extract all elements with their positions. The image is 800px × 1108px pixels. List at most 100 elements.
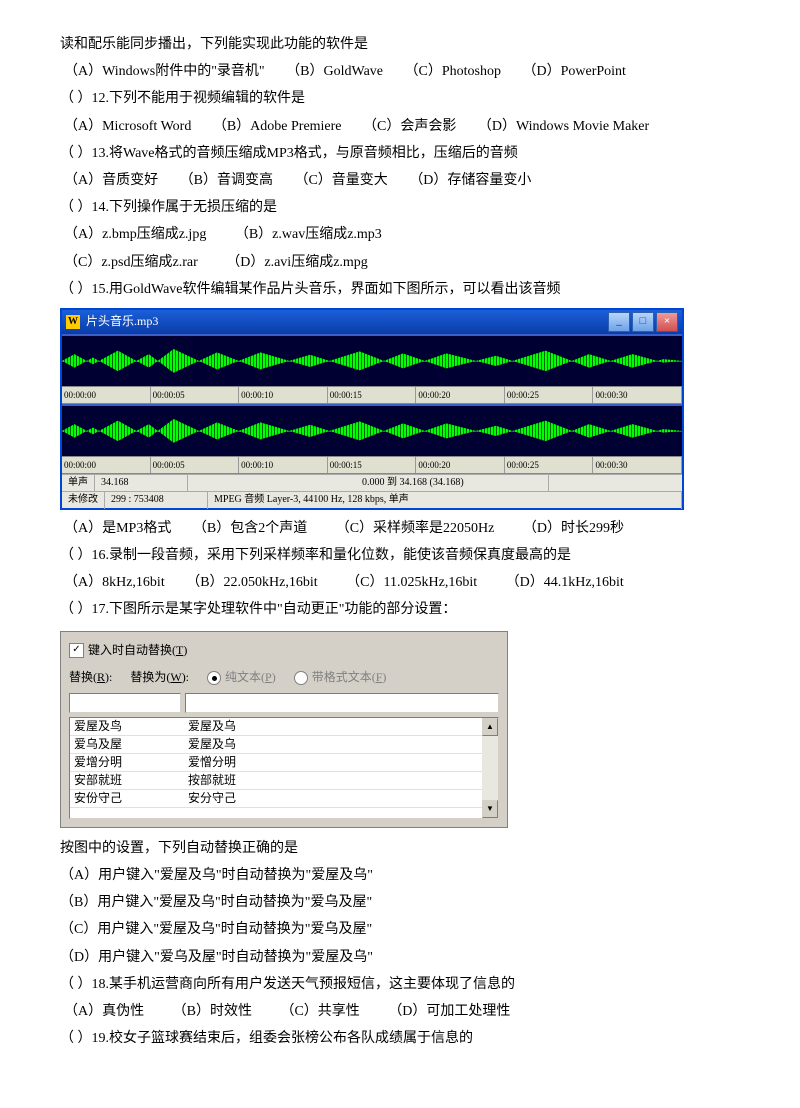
waveform-channel-2[interactable] <box>62 404 682 456</box>
time-label: 00:00:15 <box>328 457 417 473</box>
q11-opt-a: （A）Windows附件中的"录音机" <box>64 64 265 79</box>
waveform-channel-1[interactable] <box>62 334 682 386</box>
waveform-data <box>62 414 682 448</box>
waveform-data <box>62 344 682 378</box>
row-source: 安份守己 <box>70 788 184 810</box>
column-headers: 替换(R): 替换为(W): 纯文本(P) 带格式文本(F) <box>69 667 499 689</box>
q12-opt-c: （C）会声会影 <box>363 119 456 134</box>
time-label: 00:00:25 <box>505 457 594 473</box>
radio-plaintext-icon <box>207 671 221 685</box>
q18-opt-c: （C）共享性 <box>280 1004 359 1019</box>
maximize-button[interactable]: □ <box>632 312 654 332</box>
scroll-up-button[interactable]: ▲ <box>482 718 498 736</box>
intro-text: 读和配乐能同步播出，下列能实现此功能的软件是 <box>60 32 740 57</box>
q13-text: （ ）13.将Wave格式的音频压缩成MP3格式，与原音频相比，压缩后的音频 <box>60 141 740 166</box>
q16-opt-d: （D）44.1kHz,16bit <box>506 575 624 590</box>
q14-text: （ ）14.下列操作属于无损压缩的是 <box>60 195 740 220</box>
status-length: 34.168 <box>95 474 188 492</box>
scrollbar[interactable]: ▲ ▼ <box>482 718 498 818</box>
radio-formatted-label: 带格式文本(F) <box>312 667 387 689</box>
time-label: 00:00:20 <box>416 387 505 403</box>
scroll-track[interactable] <box>482 736 498 800</box>
document-page: 读和配乐能同步播出，下列能实现此功能的软件是 （A）Windows附件中的"录音… <box>0 0 800 1108</box>
q14-opt-a: （A）z.bmp压缩成z.jpg <box>64 227 206 242</box>
q13-opt-d: （D）存储容量变小 <box>409 173 531 188</box>
time-label: 00:00:20 <box>416 457 505 473</box>
replace-with-input[interactable] <box>185 693 499 713</box>
q17-post-text: 按图中的设置，下列自动替换正确的是 <box>60 836 740 861</box>
q14-opt-d: （D）z.avi压缩成z.mpg <box>226 255 368 270</box>
q18-opt-b: （B）时效性 <box>173 1004 252 1019</box>
goldwave-status-row1: 单声 34.168 0.000 到 34.168 (34.168) <box>62 474 682 491</box>
replace-label: 替换(R): <box>69 667 112 689</box>
goldwave-title: 片头音乐.mp3 <box>86 311 606 333</box>
status-channel: 单声 <box>62 474 95 492</box>
q15-options: （A）是MP3格式 （B）包含2个声道 （C）采样频率是22050Hz （D）时… <box>60 516 740 541</box>
q12-opt-d: （D）Windows Movie Maker <box>478 119 649 134</box>
time-label: 00:00:25 <box>505 387 594 403</box>
q12-text: （ ）12.下列不能用于视频编辑的软件是 <box>60 86 740 111</box>
q13-options: （A）音质变好 （B）音调变高 （C）音量变大 （D）存储容量变小 <box>60 168 740 193</box>
radio-plaintext: 纯文本(P) <box>207 667 276 689</box>
q15-text: （ ）15.用GoldWave软件编辑某作品片头音乐，界面如下图所示，可以看出该… <box>60 277 740 302</box>
q12-opt-b: （B）Adobe Premiere <box>213 119 342 134</box>
time-label: 00:00:05 <box>151 457 240 473</box>
q12-options: （A）Microsoft Word （B）Adobe Premiere （C）会… <box>60 114 740 139</box>
q13-opt-b: （B）音调变高 <box>180 173 273 188</box>
scroll-down-button[interactable]: ▼ <box>482 800 498 818</box>
q17-text: （ ）17.下图所示是某字处理软件中"自动更正"功能的部分设置： <box>60 597 740 622</box>
q17-opt-b: （B）用户键入"爱屋及乌"时自动替换为"爱乌及屋" <box>60 890 740 915</box>
time-ruler-1: 00:00:00 00:00:05 00:00:10 00:00:15 00:0… <box>62 386 682 404</box>
goldwave-window: W 片头音乐.mp3 _ □ × 00:00:00 00:00:05 00:00… <box>60 308 684 510</box>
q18-options: （A）真伪性 （B）时效性 （C）共享性 （D）可加工处理性 <box>60 999 740 1024</box>
q13-opt-a: （A）音质变好 <box>64 173 158 188</box>
goldwave-status-row2: 未修改 299 : 753408 MPEG 音频 Layer-3, 44100 … <box>62 491 682 508</box>
checkbox-label: 键入时自动替换(T) <box>88 640 187 662</box>
q15-opt-a: （A）是MP3格式 <box>64 521 171 536</box>
q11-opt-d: （D）PowerPoint <box>522 64 625 79</box>
q17-opt-c: （C）用户键入"爱屋及乌"时自动替换为"爱乌及屋" <box>60 917 740 942</box>
q15-opt-c: （C）采样频率是22050Hz <box>336 521 495 536</box>
q14-opt-b: （B）z.wav压缩成z.mp3 <box>235 227 382 242</box>
q16-opt-b: （B）22.050kHz,16bit <box>186 575 317 590</box>
q19-text: （ ）19.校女子篮球赛结束后，组委会张榜公布各队成绩属于信息的 <box>60 1026 740 1051</box>
q11-options: （A）Windows附件中的"录音机" （B）GoldWave （C）Photo… <box>60 59 740 84</box>
time-ruler-2: 00:00:00 00:00:05 00:00:10 00:00:15 00:0… <box>62 456 682 474</box>
time-label: 00:00:30 <box>593 387 682 403</box>
replace-with-label: 替换为(W): <box>130 667 189 689</box>
checkbox-row[interactable]: ✓ 键入时自动替换(T) <box>69 640 499 662</box>
autocorrect-panel: ✓ 键入时自动替换(T) 替换(R): 替换为(W): 纯文本(P) 带格式文本… <box>60 631 508 828</box>
q17-opt-a: （A）用户键入"爱屋及乌"时自动替换为"爱屋及乌" <box>60 863 740 888</box>
q11-opt-b: （B）GoldWave <box>286 64 383 79</box>
goldwave-titlebar[interactable]: W 片头音乐.mp3 _ □ × <box>62 310 682 334</box>
time-label: 00:00:05 <box>151 387 240 403</box>
status-format: MPEG 音频 Layer-3, 44100 Hz, 128 kbps, 单声 <box>208 491 682 509</box>
q15-opt-b: （B）包含2个声道 <box>193 521 307 536</box>
q18-text: （ ）18.某手机运营商向所有用户发送天气预报短信，这主要体现了信息的 <box>60 972 740 997</box>
close-button[interactable]: × <box>656 312 678 332</box>
list-content: 爱屋及鸟 爱屋及乌 爱乌及屋 爱屋及乌 爱增分明 爱憎分明 安部就班 按部就班 … <box>70 718 482 818</box>
q11-opt-c: （C）Photoshop <box>405 64 501 79</box>
time-label: 00:00:00 <box>62 387 151 403</box>
q14-opt-c: （C）z.psd压缩成z.rar <box>64 255 198 270</box>
q18-opt-d: （D）可加工处理性 <box>388 1004 510 1019</box>
row-target: 安分守己 <box>184 788 482 810</box>
input-row <box>69 693 499 717</box>
autocorrect-list[interactable]: 爱屋及鸟 爱屋及乌 爱乌及屋 爱屋及乌 爱增分明 爱憎分明 安部就班 按部就班 … <box>69 717 499 819</box>
status-range: 0.000 到 34.168 (34.168) <box>356 474 549 492</box>
q16-opt-c: （C）11.025kHz,16bit <box>346 575 477 590</box>
q16-options: （A）8kHz,16bit （B）22.050kHz,16bit （C）11.0… <box>60 570 740 595</box>
time-label: 00:00:15 <box>328 387 417 403</box>
replace-on-type-checkbox[interactable]: ✓ <box>69 643 84 658</box>
q18-opt-a: （A）真伪性 <box>64 1004 144 1019</box>
time-label: 00:00:10 <box>239 387 328 403</box>
list-row[interactable]: 安份守己 安分守己 <box>70 790 482 808</box>
replace-input[interactable] <box>69 693 181 713</box>
q14-options-row2: （C）z.psd压缩成z.rar （D）z.avi压缩成z.mpg <box>60 250 740 275</box>
minimize-button[interactable]: _ <box>608 312 630 332</box>
radio-formatted-icon <box>294 671 308 685</box>
status-modified: 未修改 <box>62 491 105 509</box>
goldwave-app-icon: W <box>66 315 80 329</box>
status-samples: 299 : 753408 <box>105 491 208 509</box>
q12-opt-a: （A）Microsoft Word <box>64 119 191 134</box>
